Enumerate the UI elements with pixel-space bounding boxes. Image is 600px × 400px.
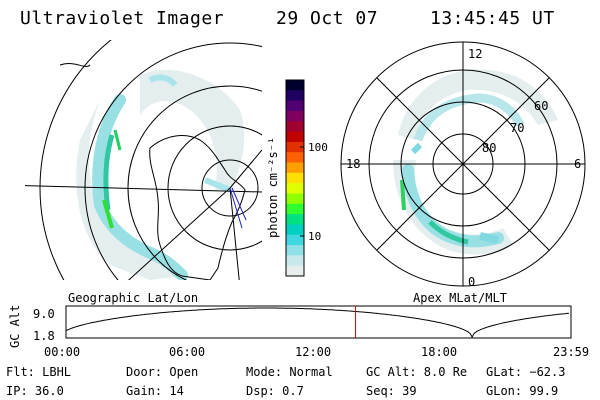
ytick-9: 9.0 xyxy=(33,307,55,321)
colorbar: 100 10 photon cm⁻²s⁻¹ xyxy=(266,79,328,277)
info-gcalt: GC Alt: 8.0 Re xyxy=(366,365,468,379)
aurora-bright xyxy=(113,129,122,151)
info-gain: Gain: 14 xyxy=(126,384,184,398)
coastline xyxy=(149,135,246,280)
aurora-band xyxy=(410,142,423,155)
left-map-label: Geographic Lat/Lon xyxy=(68,291,199,305)
colorbar-swatch xyxy=(286,193,304,205)
colorbar-swatch xyxy=(286,110,304,122)
info-glon: GLon: 99.9 xyxy=(486,384,559,398)
xtick-0000: 00:00 xyxy=(44,345,80,359)
aurora-glow xyxy=(393,160,513,255)
aurora-bright xyxy=(400,179,406,211)
xtick-1200: 12:00 xyxy=(295,345,331,359)
colorbar-swatch xyxy=(286,162,304,174)
altitude-curve xyxy=(65,307,569,339)
ytick-1-8: 1.8 xyxy=(33,329,55,343)
mlt-label-12: 12 xyxy=(468,47,482,61)
mlat-label-70: 70 xyxy=(510,121,524,135)
xtick-0600: 06:00 xyxy=(169,345,205,359)
info-seq: Seq: 39 xyxy=(366,384,417,398)
coastline xyxy=(59,63,91,67)
mlat-label-80: 80 xyxy=(482,141,496,155)
colorbar-swatch xyxy=(286,90,304,102)
aurora-glow xyxy=(398,69,558,140)
mlt-label-18: 18 xyxy=(346,157,360,171)
info-flt: Flt: LBHL xyxy=(6,365,72,379)
aurora-bright xyxy=(102,199,114,229)
colorbar-swatch xyxy=(286,172,304,184)
altitude-ylabel: GC Alt xyxy=(8,305,22,348)
colorbar-swatch xyxy=(286,141,304,153)
colorbar-swatch xyxy=(286,152,304,164)
altitude-plot: GC Alt 9.0 1.8 00:00 06:00 12:00 18:00 2… xyxy=(8,305,589,359)
aurora-glow xyxy=(140,69,245,190)
right-map-label: Apex MLat/MLT xyxy=(413,291,507,305)
colorbar-swatch xyxy=(286,100,304,112)
aurora-bright xyxy=(428,220,469,245)
mlat-label-60: 60 xyxy=(534,99,548,113)
colorbar-swatch xyxy=(286,131,304,143)
aurora-bright xyxy=(103,134,115,211)
geographic-map xyxy=(25,40,262,280)
info-door: Door: Open xyxy=(126,365,199,379)
colorbar-swatch xyxy=(286,80,304,91)
colorbar-swatch xyxy=(286,265,304,277)
xtick-2359: 23:59 xyxy=(553,345,589,359)
mlt-label-0: 0 xyxy=(468,275,475,289)
colorbar-tick-10: 10 xyxy=(308,230,321,243)
colorbar-swatch xyxy=(286,234,304,246)
time-label: 13:45:45 UT xyxy=(430,8,555,29)
info-glat: GLat: −62.3 xyxy=(486,365,566,379)
instrument-title: Ultraviolet Imager xyxy=(20,8,225,29)
colorbar-tick-100: 100 xyxy=(308,141,328,154)
aurora-glow xyxy=(76,100,190,280)
aurora-band xyxy=(413,93,525,142)
colorbar-swatch xyxy=(286,183,304,194)
colorbar-swatch xyxy=(286,203,304,215)
info-dsp: Dsp: 0.7 xyxy=(246,384,304,398)
mlt-label-6: 6 xyxy=(574,157,581,171)
colorbar-swatch xyxy=(286,121,304,133)
colorbar-swatch xyxy=(286,214,304,225)
colorbar-swatch xyxy=(286,245,304,256)
colorbar-swatch xyxy=(286,255,304,267)
info-mode: Mode: Normal xyxy=(246,365,333,379)
xtick-1800: 18:00 xyxy=(421,345,457,359)
aurora-band xyxy=(479,232,499,244)
aurora-band xyxy=(203,177,232,193)
info-ip: IP: 36.0 xyxy=(6,384,64,398)
date-label: 29 Oct 07 xyxy=(276,8,379,29)
apex-polar-map: 12 18 6 0 60 70 80 xyxy=(340,41,586,289)
aurora-band xyxy=(148,74,178,87)
colorbar-swatch xyxy=(286,224,304,236)
colorbar-unit-label: photon cm⁻²s⁻¹ xyxy=(266,137,280,238)
